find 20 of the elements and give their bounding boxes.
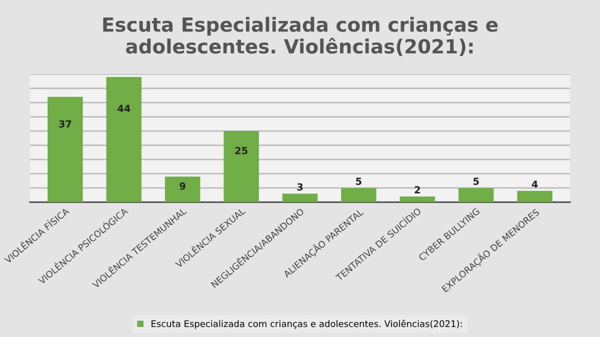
data-label: 4 [532,180,538,188]
data-label: 2 [414,186,420,194]
bar [224,131,259,202]
bar [400,196,435,202]
bar [165,176,200,202]
chart-title: Escuta Especializada com crianças e adolescentes. Violências(2021): [103,16,498,56]
data-label: 25 [235,146,248,154]
bar [48,96,83,202]
bar [282,194,318,202]
bar [341,188,376,202]
legend-label: Escuta Especializada com crianças e adolescentes. Violências(2021): [152,320,462,329]
data-label: 3 [297,183,303,191]
data-label: 5 [473,178,479,185]
data-label: 37 [59,120,72,128]
data-label: 44 [118,104,130,112]
bar [517,190,552,202]
bar [458,188,494,202]
data-label: 5 [356,178,362,185]
bar [106,76,142,202]
data-label: 9 [180,182,186,190]
